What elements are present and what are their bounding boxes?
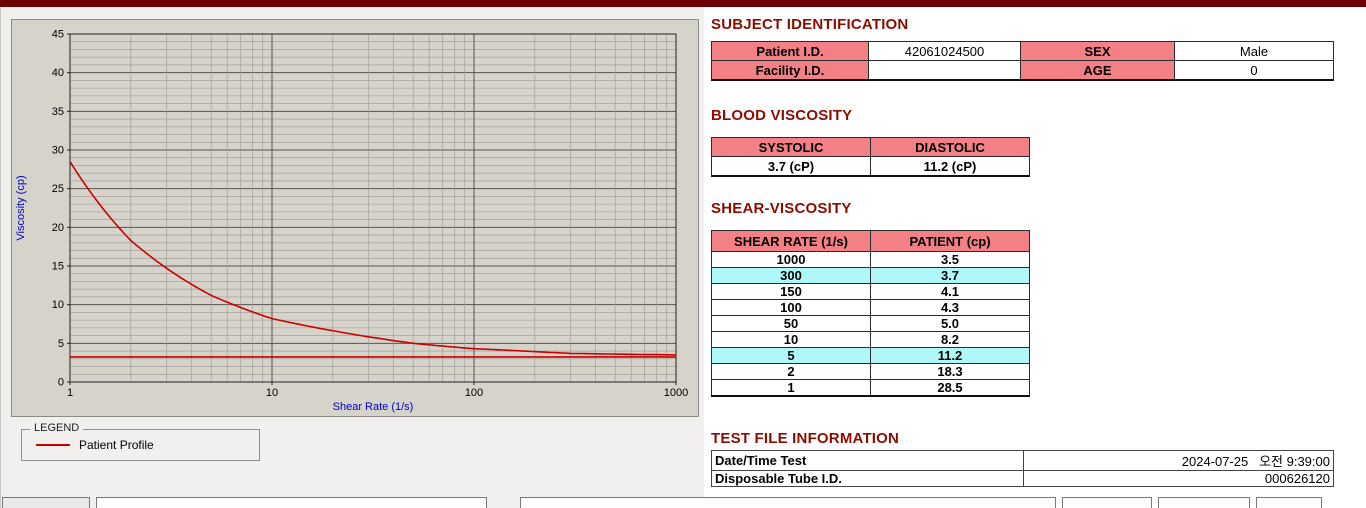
table-row: Patient I.D. 42061024500 SEX Male xyxy=(711,41,1334,61)
shear-rate-cell: 2 xyxy=(711,363,871,380)
shear-row: 1000 3.5 xyxy=(711,251,1030,268)
svg-text:0: 0 xyxy=(58,377,64,389)
svg-text:Shear Rate (1/s): Shear Rate (1/s) xyxy=(333,401,414,413)
legend-item-label: Patient Profile xyxy=(79,438,154,452)
bottom-partial-control[interactable] xyxy=(520,497,1056,508)
table-row: SYSTOLIC DIASTOLIC xyxy=(711,137,1030,157)
legend-line-swatch xyxy=(36,444,70,446)
svg-text:20: 20 xyxy=(52,222,64,234)
shear-row: 300 3.7 xyxy=(711,267,1030,284)
patient-cp-cell: 28.5 xyxy=(870,379,1030,397)
legend-title: LEGEND xyxy=(30,422,84,434)
svg-text:15: 15 xyxy=(52,261,64,273)
patient-id-value: 42061024500 xyxy=(868,41,1021,61)
table-row: SHEAR RATE (1/s) PATIENT (cp) xyxy=(711,230,1030,252)
svg-text:Viscosity (cp): Viscosity (cp) xyxy=(15,175,27,240)
subject-identification-heading: SUBJECT IDENTIFICATION xyxy=(711,16,909,33)
svg-text:35: 35 xyxy=(52,106,64,118)
sex-value: Male xyxy=(1174,41,1334,61)
facility-id-label: Facility I.D. xyxy=(711,60,869,81)
bottom-partial-control[interactable] xyxy=(1062,497,1152,508)
svg-text:25: 25 xyxy=(52,183,64,195)
svg-text:5: 5 xyxy=(58,338,64,350)
systolic-value: 3.7 (cP) xyxy=(711,156,871,177)
legend-box: LEGEND Patient Profile xyxy=(21,422,260,461)
facility-id-value xyxy=(868,60,1021,81)
shear-rate-header: SHEAR RATE (1/s) xyxy=(711,230,871,252)
test-file-information-heading: TEST FILE INFORMATION xyxy=(711,430,900,447)
patient-cp-header: PATIENT (cp) xyxy=(870,230,1030,252)
shear-viscosity-heading: SHEAR-VISCOSITY xyxy=(711,200,852,217)
systolic-header: SYSTOLIC xyxy=(711,137,871,157)
shear-rate-cell: 50 xyxy=(711,315,871,332)
shear-rate-cell: 10 xyxy=(711,331,871,348)
diastolic-value: 11.2 (cP) xyxy=(870,156,1030,177)
shear-rate-cell: 1000 xyxy=(711,251,871,268)
sex-label: SEX xyxy=(1020,41,1175,61)
svg-text:1000: 1000 xyxy=(664,387,688,399)
table-row: 3.7 (cP) 11.2 (cP) xyxy=(711,156,1030,177)
patient-cp-cell: 4.3 xyxy=(870,299,1030,316)
patient-cp-cell: 5.0 xyxy=(870,315,1030,332)
shear-row: 2 18.3 xyxy=(711,363,1030,380)
subject-identification-table: Patient I.D. 42061024500 SEX Male Facili… xyxy=(711,41,1334,81)
test-file-information-table: Date/Time Test 2024-07-25 오전 9:39:00 Dis… xyxy=(711,450,1334,487)
shear-row: 100 4.3 xyxy=(711,299,1030,316)
patient-cp-cell: 3.5 xyxy=(870,251,1030,268)
disposable-tube-label: Disposable Tube I.D. xyxy=(711,470,1024,487)
shear-rate-cell: 150 xyxy=(711,283,871,300)
chart-pane: 0 5 10 15 20 25 30 35 40 45 1 10 100 1000 Shear Rate (… xyxy=(0,7,705,508)
shear-row: 5 11.2 xyxy=(711,347,1030,364)
patient-cp-cell: 8.2 xyxy=(870,331,1030,348)
svg-text:10: 10 xyxy=(266,387,278,399)
svg-text:30: 30 xyxy=(52,145,64,157)
shear-row: 10 8.2 xyxy=(711,331,1030,348)
bottom-partial-control[interactable] xyxy=(1158,497,1250,508)
bottom-partial-control[interactable] xyxy=(1256,497,1322,508)
table-row: Facility I.D. AGE 0 xyxy=(711,60,1334,81)
shear-row: 1 28.5 xyxy=(711,379,1030,397)
age-value: 0 xyxy=(1174,60,1334,81)
shear-rate-cell: 300 xyxy=(711,267,871,284)
patient-id-label: Patient I.D. xyxy=(711,41,869,61)
viscosity-chart: 0 5 10 15 20 25 30 35 40 45 1 10 100 1000 Shear Rate (… xyxy=(11,19,699,417)
window-top-bar xyxy=(0,0,1366,7)
shear-row: 150 4.1 xyxy=(711,283,1030,300)
patient-cp-cell: 18.3 xyxy=(870,363,1030,380)
svg-text:10: 10 xyxy=(52,299,64,311)
diastolic-header: DIASTOLIC xyxy=(870,137,1030,157)
patient-cp-cell: 4.1 xyxy=(870,283,1030,300)
viscosity-chart-svg: 0 5 10 15 20 25 30 35 40 45 1 10 100 1000 Shear Rate (… xyxy=(15,29,688,414)
shear-viscosity-table: SHEAR RATE (1/s) PATIENT (cp) 1000 3.5 3… xyxy=(711,230,1030,397)
date-time-value: 2024-07-25 오전 9:39:00 xyxy=(1023,450,1334,471)
patient-cp-cell: 3.7 xyxy=(870,267,1030,284)
patient-cp-cell: 11.2 xyxy=(870,347,1030,364)
disposable-tube-value: 000626120 xyxy=(1023,470,1334,487)
table-row: Disposable Tube I.D. 000626120 xyxy=(711,470,1334,487)
results-pane: SUBJECT IDENTIFICATION Patient I.D. 4206… xyxy=(704,7,1366,508)
shear-row: 50 5.0 xyxy=(711,315,1030,332)
svg-text:40: 40 xyxy=(52,67,64,79)
age-label: AGE xyxy=(1020,60,1175,81)
svg-text:45: 45 xyxy=(52,29,64,41)
bottom-partial-control[interactable] xyxy=(96,497,487,508)
svg-text:100: 100 xyxy=(465,387,483,399)
table-row: Date/Time Test 2024-07-25 오전 9:39:00 xyxy=(711,450,1334,471)
blood-viscosity-heading: BLOOD VISCOSITY xyxy=(711,107,853,124)
shear-rate-cell: 5 xyxy=(711,347,871,364)
shear-rate-cell: 1 xyxy=(711,379,871,397)
svg-text:1: 1 xyxy=(67,387,73,399)
shear-rate-cell: 100 xyxy=(711,299,871,316)
date-time-label: Date/Time Test xyxy=(711,450,1024,471)
blood-viscosity-table: SYSTOLIC DIASTOLIC 3.7 (cP) 11.2 (cP) xyxy=(711,137,1030,177)
bottom-partial-control[interactable] xyxy=(2,497,90,508)
